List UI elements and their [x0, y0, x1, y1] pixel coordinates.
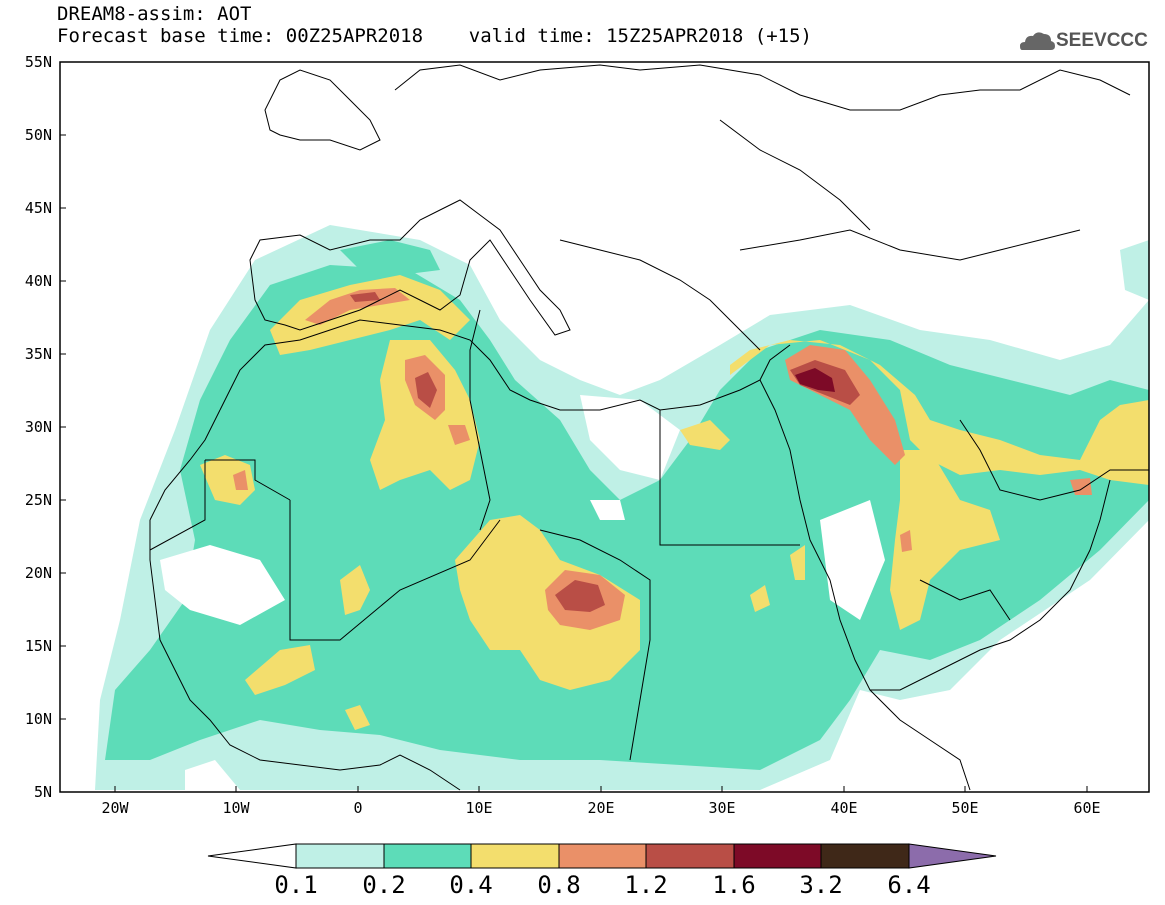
lon-label: 40E [830, 799, 857, 817]
colorbar-swatch [295, 843, 385, 869]
colorbar-label: 0.2 [362, 871, 405, 899]
lat-label: 50N [25, 126, 52, 144]
lon-label: 0 [353, 799, 362, 817]
colorbar-swatch [645, 843, 735, 869]
lon-label: 20E [587, 799, 614, 817]
aot-level-1-6 [795, 368, 835, 392]
lat-label: 25N [25, 491, 52, 509]
colorbar-label: 1.6 [712, 871, 755, 899]
lon-label: 30E [708, 799, 735, 817]
colorbar-label: 6.4 [887, 871, 930, 899]
colorbar-swatch [733, 843, 822, 869]
seevccc-logo-text: SEEVCCC [1056, 30, 1148, 51]
colorbar-swatch [558, 843, 647, 869]
map-title: DREAM8-assim: AOT [57, 3, 252, 25]
colorbar [207, 843, 997, 869]
lat-label: 30N [25, 418, 52, 436]
forecast-time-line: Forecast base time: 00Z25APR2018 valid t… [57, 25, 812, 47]
lon-label: 20W [101, 799, 129, 817]
colorbar-swatch [470, 843, 560, 869]
colorbar-labels: 0.1 0.2 0.4 0.8 1.2 1.6 3.2 6.4 [274, 871, 930, 899]
clear-areas [160, 395, 885, 790]
colorbar-label: 1.2 [624, 871, 667, 899]
colorbar-label: 3.2 [799, 871, 842, 899]
latitude-labels: 55N 50N 45N 40N 35N 30N 25N 20N 15N 10N … [25, 53, 52, 801]
colorbar-label: 0.8 [537, 871, 580, 899]
coastlines [149, 64, 1149, 791]
lon-label: 60E [1073, 799, 1100, 817]
colorbar-label: 0.4 [449, 871, 492, 899]
lat-label: 5N [34, 783, 52, 801]
lon-label: 50E [951, 799, 978, 817]
lat-label: 45N [25, 199, 52, 217]
seevccc-logo [1020, 32, 1055, 50]
colorbar-label: 0.1 [274, 871, 317, 899]
lat-label: 40N [25, 272, 52, 290]
lat-label: 15N [25, 637, 52, 655]
lat-label: 35N [25, 345, 52, 363]
lon-label: 10W [222, 799, 250, 817]
lat-label: 55N [25, 53, 52, 71]
aot-field [95, 225, 1149, 790]
lon-label: 10E [465, 799, 492, 817]
lat-label: 10N [25, 710, 52, 728]
cloud-icon [1020, 32, 1055, 50]
colorbar-swatch [383, 843, 472, 869]
longitude-labels: 20W 10W 0 10E 20E 30E 40E 50E 60E [101, 799, 1100, 817]
aot-level-0-2 [105, 240, 1149, 770]
colorbar-low-end [207, 843, 297, 869]
axis-ticks [60, 134, 1088, 792]
colorbar-swatch [820, 843, 910, 869]
colorbar-high-end [908, 843, 997, 869]
lat-label: 20N [25, 564, 52, 582]
